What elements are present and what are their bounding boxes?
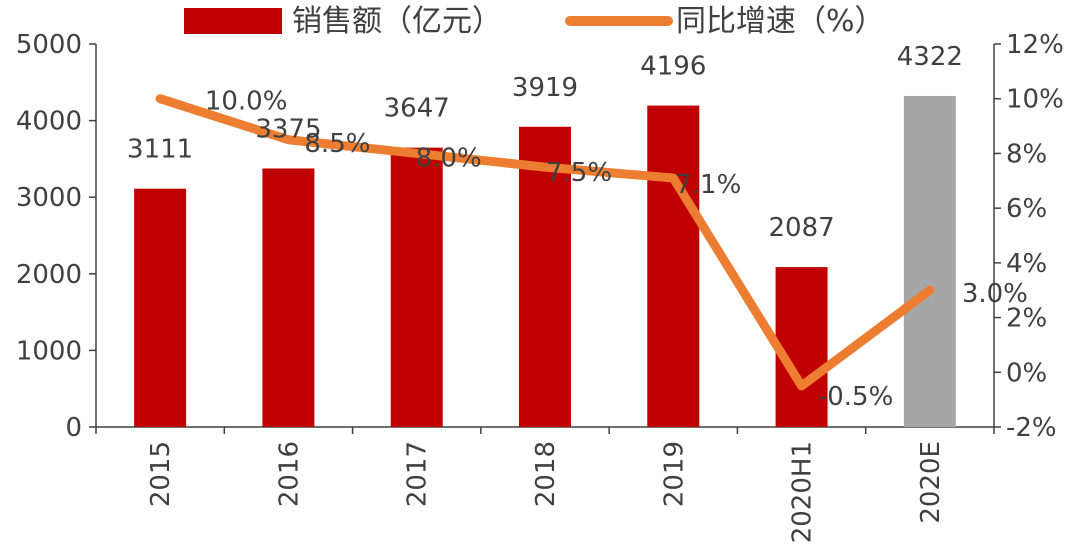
- legend: 销售额（亿元） 同比增速（%）: [184, 4, 885, 39]
- growth-point-2019: [672, 177, 675, 180]
- growth-value-label: 3.0%: [962, 279, 1028, 309]
- bar-value-label: 4196: [640, 52, 706, 82]
- left-tick-label: 1000: [16, 336, 82, 366]
- bar-2016: [262, 168, 315, 427]
- bar-value-label: 3111: [127, 135, 193, 165]
- growth-value-label: -0.5%: [818, 382, 893, 412]
- bar-value-label: 3919: [512, 73, 578, 103]
- x-tick-label: 2017: [403, 441, 433, 507]
- growth-point-2020H1: [800, 384, 803, 387]
- right-tick-label: 6%: [1006, 194, 1047, 224]
- right-tick-label: 10%: [1006, 85, 1064, 115]
- left-tick-label: 0: [65, 413, 82, 443]
- legend-swatch-sales: [184, 8, 282, 34]
- x-tick-label: 2019: [659, 441, 689, 507]
- bar-value-label: 2087: [768, 213, 834, 243]
- growth-point-2015: [159, 97, 162, 100]
- right-tick-label: 4%: [1006, 249, 1047, 279]
- x-tick-label: 2016: [274, 441, 304, 507]
- legend-label-growth: 同比增速（%）: [676, 4, 885, 39]
- bar-value-label: 3375: [255, 114, 321, 144]
- bar-2020E: [903, 95, 956, 427]
- bar-2018: [519, 126, 571, 428]
- growth-value-label: 8.0%: [416, 143, 482, 173]
- right-tick-label: 2%: [1006, 304, 1047, 334]
- bar-2020H1: [775, 267, 828, 427]
- right-tick-label: -2%: [1006, 413, 1057, 443]
- legend-label-sales: 销售额（亿元）: [292, 4, 502, 39]
- bar-value-label: 3647: [384, 94, 450, 124]
- bar-value-label: 4322: [897, 42, 963, 72]
- x-tick-label: 2018: [531, 441, 561, 507]
- bar-2019: [647, 105, 700, 428]
- growth-value-label: 8.5%: [304, 129, 370, 159]
- left-tick-label: 2000: [16, 260, 82, 290]
- bar-2015: [134, 188, 187, 427]
- right-tick-label: 12%: [1006, 30, 1064, 60]
- x-tick-label: 2020E: [916, 441, 946, 524]
- left-tick-label: 5000: [16, 30, 82, 60]
- growth-value-label: 7.5%: [546, 158, 612, 188]
- growth-value-label: 7.1%: [675, 170, 741, 200]
- growth-point-2016: [287, 138, 290, 141]
- right-tick-label: 8%: [1006, 139, 1047, 169]
- left-tick-label: 3000: [16, 183, 82, 213]
- growth-value-label: 10.0%: [205, 87, 288, 117]
- x-tick-label: 2015: [146, 441, 176, 507]
- bar-2017: [390, 147, 443, 427]
- growth-point-2020E: [928, 289, 931, 292]
- right-tick-label: 0%: [1006, 358, 1047, 388]
- left-tick-label: 4000: [16, 107, 82, 137]
- growth-point-2017: [415, 152, 418, 155]
- x-tick-label: 2020H1: [788, 441, 818, 543]
- growth-point-2018: [544, 166, 546, 169]
- plot-area: 0 1000 2000 3000 4000 5000 -2% 0% 2% 4% 6% 8% 10% 12%…: [16, 30, 1064, 543]
